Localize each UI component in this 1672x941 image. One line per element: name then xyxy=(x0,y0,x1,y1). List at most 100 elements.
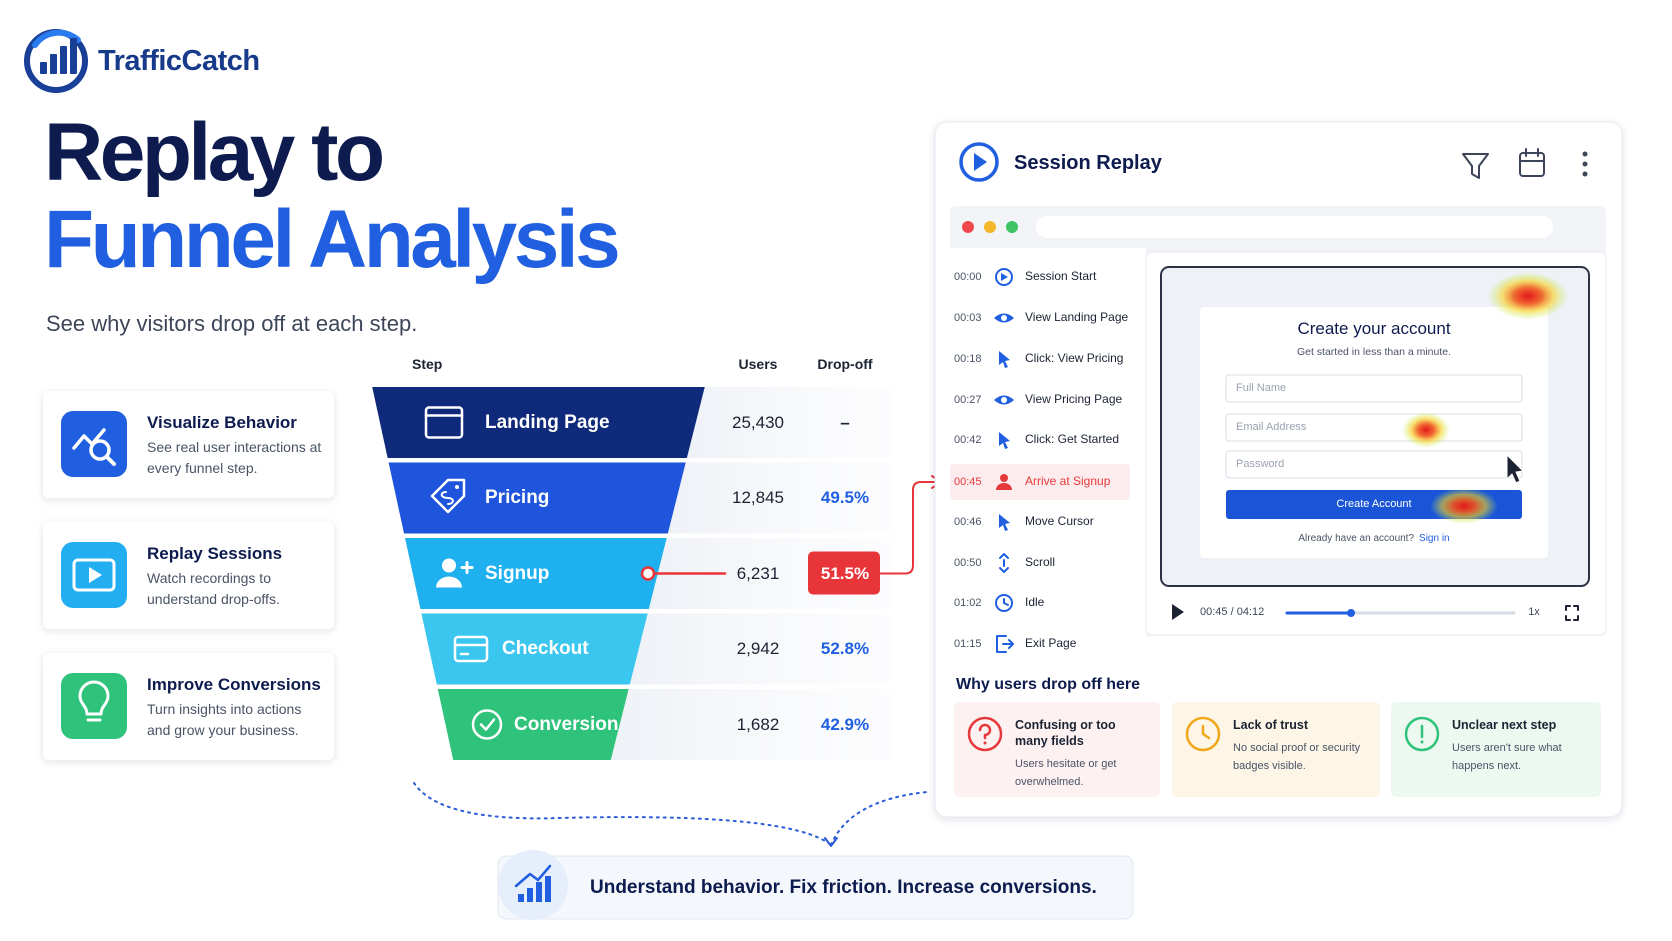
reason-desc: Users hesitate or get overwhelmed. xyxy=(1015,758,1117,788)
reason-card xyxy=(1391,702,1601,797)
users: 12,845 xyxy=(732,488,784,507)
funnel-step xyxy=(437,689,629,760)
tagline: Understand behavior. Fix friction. Incre… xyxy=(590,877,1097,898)
event-time: 00:46 xyxy=(954,516,982,528)
reason-desc: Users aren't sure what happens next. xyxy=(1452,742,1562,772)
headline: Replay to xyxy=(44,107,385,198)
window-dot xyxy=(1006,221,1018,233)
icon xyxy=(78,680,110,716)
icon xyxy=(1001,397,1007,403)
form-prompt: Already have an account? Sign in xyxy=(1298,533,1449,545)
icon xyxy=(442,558,456,573)
brand-name: TrafficCatch xyxy=(98,45,260,77)
event-label: View Pricing Page xyxy=(1025,392,1123,406)
reason-desc: No social proof or security badges visib… xyxy=(1233,742,1361,772)
icon xyxy=(527,888,533,902)
heatmap xyxy=(1488,272,1568,320)
feature-title: Visualize Behavior xyxy=(147,413,297,432)
event-label: Click: View Pricing xyxy=(1025,351,1124,365)
users: 2,942 xyxy=(736,639,780,658)
icon xyxy=(1001,273,1008,281)
reason-title: Unclear next step xyxy=(1452,718,1557,732)
input xyxy=(1225,374,1523,403)
step-name: Checkout xyxy=(502,638,589,659)
icon xyxy=(518,894,524,902)
logo-bar xyxy=(70,38,77,74)
step-name: Landing Page xyxy=(485,411,610,433)
icon xyxy=(453,643,489,656)
funnel-step xyxy=(372,387,705,458)
icon xyxy=(72,558,116,592)
icon xyxy=(959,142,999,182)
fullscreen xyxy=(1565,605,1579,621)
icon xyxy=(999,432,1010,449)
icon xyxy=(999,553,1009,573)
column-header: Step xyxy=(412,356,443,372)
icon xyxy=(536,882,542,902)
icon xyxy=(978,723,992,740)
icon xyxy=(460,561,474,574)
logo-bar xyxy=(40,62,47,74)
row-bg xyxy=(684,387,890,458)
icon xyxy=(1001,315,1007,321)
funnel-step xyxy=(405,538,667,609)
row-bg xyxy=(608,689,890,760)
menu-dot xyxy=(1582,171,1588,177)
event-label: Scroll xyxy=(1025,555,1056,569)
form-subtitle: Get started in less than a minute. xyxy=(1296,346,1452,358)
feature-text: Improve Conversions Turn insights into ac… xyxy=(147,675,327,741)
tagline-box xyxy=(497,855,1134,920)
subtitle: See why visitors drop off at each step. xyxy=(46,311,418,336)
icon xyxy=(995,268,1013,286)
icon xyxy=(424,406,464,439)
dropoff: 52.8% xyxy=(820,639,870,658)
dropoff: 42.9% xyxy=(820,714,870,734)
event-label: Session Start xyxy=(1025,269,1097,283)
icon xyxy=(1000,474,1008,482)
feature-desc: Turn insights into actions and grow your… xyxy=(147,701,302,739)
icon xyxy=(72,428,106,450)
logo-bar xyxy=(50,54,57,74)
event-time: 00:27 xyxy=(954,394,982,406)
input-placeholder: Email Address xyxy=(1236,421,1307,433)
step-name: Pricing xyxy=(485,487,550,508)
icon xyxy=(974,153,987,171)
row-bg xyxy=(665,462,890,534)
event-time: 00:03 xyxy=(954,312,982,324)
row-bg xyxy=(627,613,890,685)
player-time: 00:45 / 04:12 xyxy=(1200,606,1265,618)
logo-arc xyxy=(32,29,81,48)
icon xyxy=(479,718,496,731)
heatmap xyxy=(1430,488,1498,524)
column-header: Users xyxy=(738,356,778,372)
flow-arrow xyxy=(824,837,838,847)
icon xyxy=(983,741,987,745)
event-time: 00:18 xyxy=(954,353,982,365)
filter-icon xyxy=(1462,153,1489,179)
event-time: 01:02 xyxy=(954,597,982,609)
event-time: 00:42 xyxy=(954,434,982,446)
icon xyxy=(999,351,1010,368)
logo-bar xyxy=(60,46,67,74)
column-header: Drop-off xyxy=(817,356,873,372)
feature-desc: Watch recordings to understand drop-offs… xyxy=(147,570,280,608)
connector-dot xyxy=(640,566,656,581)
icon xyxy=(967,716,1003,752)
event-label: Exit Page xyxy=(1025,636,1077,650)
dropoff: 49.5% xyxy=(820,488,870,507)
reason-title: Lack of trust xyxy=(1233,718,1309,732)
icon xyxy=(995,594,1013,612)
icon xyxy=(471,709,503,740)
icon xyxy=(453,635,489,663)
icon xyxy=(440,491,454,505)
icon xyxy=(999,514,1010,531)
icon xyxy=(1404,716,1440,752)
dropoff: 51.5% xyxy=(820,563,870,583)
reasons-title: Why users drop off here xyxy=(956,676,1141,693)
icon xyxy=(1185,716,1221,752)
input-placeholder: Full Name xyxy=(1236,382,1287,394)
icon xyxy=(1003,598,1009,606)
icon xyxy=(430,478,466,514)
